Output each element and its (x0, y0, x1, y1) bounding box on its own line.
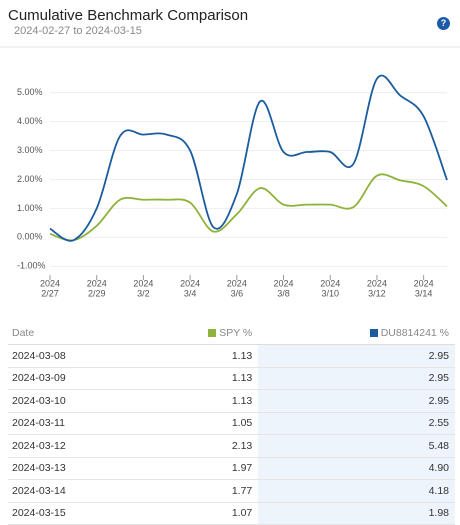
table-cell: 2024-03-15 (8, 502, 142, 525)
x-tick-label: 2024 (180, 278, 200, 288)
table-cell: 1.07 (141, 502, 259, 525)
chart: 5.00% 4.00% 3.00% 2.00% 1.00% 0.00% -1.00% 2024… (0, 46, 460, 298)
table-cell: 2.95 (258, 367, 455, 390)
x-tick-label: 3/10 (321, 288, 339, 298)
x-tick-label: 2/27 (41, 288, 59, 298)
table-cell: 4.18 (258, 479, 455, 503)
chart-title: Cumulative Benchmark Comparison (8, 7, 249, 24)
column-header: DU8814241 % (258, 321, 455, 345)
y-tick-label: -1.00% (17, 261, 46, 271)
x-tick-label: 3/12 (368, 288, 386, 298)
table-cell: 2024-03-14 (8, 479, 142, 503)
y-tick-label: 4.00% (17, 116, 43, 126)
table-row: 2024-03-09 1.13 2.95 (8, 367, 455, 390)
table-cell: 1.98 (258, 502, 455, 525)
x-tick-label: 2024 (320, 278, 340, 288)
x-tick-label: 2024 (414, 278, 434, 288)
chart-subtitle: 2024-02-27 to 2024-03-15 (14, 25, 142, 37)
table-cell: 2.95 (258, 344, 455, 368)
legend-swatch (369, 328, 378, 337)
table-cell: 1.05 (141, 412, 259, 435)
table-cell: 2024-03-11 (8, 412, 142, 435)
table-row: 2024-03-13 1.97 4.90 (8, 457, 455, 480)
table-row: 2024-03-11 1.05 2.55 (8, 412, 455, 435)
table-row: 2024-03-10 1.13 2.95 (8, 389, 455, 413)
table-cell: 2.95 (258, 389, 455, 413)
column-header: SPY % (141, 321, 259, 345)
table-cell: 1.97 (141, 457, 259, 480)
table-row: 2024-03-15 1.07 1.98 (8, 502, 455, 525)
table-cell: 5.48 (258, 434, 455, 458)
y-tick-label: 2.00% (17, 174, 43, 184)
y-tick-label: 5.00% (17, 87, 43, 97)
y-tick-label: 1.00% (17, 203, 43, 213)
table-cell: 4.90 (258, 457, 455, 480)
header-text: Date (12, 326, 35, 339)
x-tick-label: 3/8 (277, 288, 290, 298)
table-cell: 1.13 (141, 367, 259, 390)
table-cell: 2024-03-12 (8, 434, 142, 458)
table-cell: 2024-03-10 (8, 389, 142, 413)
x-tick-label: 2024 (40, 278, 60, 288)
table-cell: 1.13 (141, 344, 259, 368)
series-line (49, 74, 448, 242)
series-line (49, 173, 448, 242)
x-tick-label: 2024 (227, 278, 247, 288)
header-text: SPY % (219, 326, 253, 339)
table-cell: 2024-03-08 (8, 344, 142, 368)
table-cell: 1.13 (141, 389, 259, 413)
table-cell: 2024-03-09 (8, 367, 142, 390)
column-header: Date (8, 321, 142, 345)
table-row: 2024-03-14 1.77 4.18 (8, 479, 455, 503)
y-tick-label: 3.00% (17, 145, 43, 155)
table-row: 2024-03-12 2.13 5.48 (8, 434, 455, 458)
header-text: DU8814241 % (380, 326, 449, 339)
x-tick-label: 2024 (133, 278, 153, 288)
x-tick-label: 3/14 (415, 288, 433, 298)
data-table: Date SPY % DU8814241 % 2024-03-08 1.13 2.95 20… (8, 321, 455, 525)
table-cell: 2.55 (258, 412, 455, 435)
x-tick-label: 3/4 (184, 288, 197, 298)
legend-swatch (208, 328, 217, 337)
x-tick-label: 2024 (274, 278, 294, 288)
y-tick-label: 0.00% (17, 232, 43, 242)
table-row: 2024-03-08 1.13 2.95 (8, 344, 455, 368)
x-tick-label: 2024 (367, 278, 387, 288)
x-tick-label: 3/6 (231, 288, 244, 298)
x-tick-label: 2/29 (88, 288, 106, 298)
help-button[interactable]: ? (437, 17, 450, 30)
x-tick-label: 2024 (87, 278, 107, 288)
x-tick-label: 3/2 (137, 288, 150, 298)
table-cell: 1.77 (141, 479, 259, 503)
table-cell: 2024-03-13 (8, 457, 142, 480)
page: {"chart_data": {"type": "line", "title":… (0, 7, 460, 525)
table-cell: 2.13 (141, 434, 259, 458)
